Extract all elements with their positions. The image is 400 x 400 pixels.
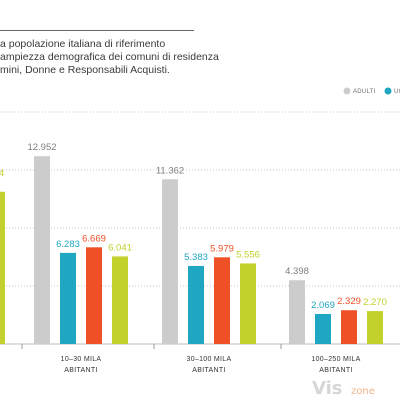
legend-marker-adulti — [343, 87, 351, 95]
category-label-1-line-1: 10–30 MILA — [61, 356, 102, 363]
data-label-group2-series2: 5.383 — [184, 252, 208, 263]
data-label-group1-series3: 6.669 — [82, 233, 106, 244]
watermark-logo-text: Vis — [312, 378, 343, 399]
data-label-group2-series1: 11.362 — [156, 165, 184, 176]
legend-label-uo: UO — [394, 89, 400, 95]
bar-group1-series1 — [34, 156, 50, 344]
bar-group1-series2 — [60, 252, 76, 344]
bar-partial-group — [0, 191, 5, 344]
category-label-3-line-2: ABITANTI — [319, 367, 352, 374]
data-label-group3-series2: 2.069 — [311, 300, 335, 311]
data-label-group1-series4: 6.041 — [108, 242, 132, 253]
data-label-group2-series4: 5.556 — [236, 249, 260, 260]
legend-marker-uo — [384, 87, 392, 95]
data-label-group2-series3: 5.979 — [210, 243, 234, 254]
header-rule — [0, 30, 194, 31]
legend-label-adulti: ADULTI — [353, 89, 376, 95]
category-label-2-line-1: 30–100 MILA — [187, 356, 232, 363]
bar-group3-series2 — [315, 313, 331, 344]
bar-group2-series2 — [188, 265, 204, 344]
bar-group2-series3 — [214, 257, 230, 344]
bar-group3-series3 — [341, 310, 357, 344]
category-label-2-line-2: ABITANTI — [192, 367, 225, 374]
data-label-partial-group: 4 — [0, 168, 4, 179]
data-label-group1-series2: 6.283 — [56, 239, 80, 250]
bar-group1-series4 — [112, 256, 128, 344]
watermark-zone-text: zone — [351, 386, 375, 397]
category-label-1-line-2: ABITANTI — [64, 367, 97, 374]
data-label-group3-series4: 2.270 — [363, 297, 387, 308]
description-line-3: mini, Donne e Responsabili Acquisti. — [0, 64, 170, 76]
bar-group3-series4 — [367, 311, 383, 344]
bar-group2-series4 — [240, 263, 256, 344]
description-line-2: ampiezza demografica dei comuni di resid… — [0, 51, 219, 63]
data-label-group1-series1: 12.952 — [27, 142, 56, 153]
data-label-group3-series3: 2.329 — [337, 296, 361, 307]
description-line-1: a popolazione italiana di riferimento — [0, 38, 166, 50]
bar-group1-series3 — [86, 247, 102, 344]
category-label-3-line-1: 100–250 MILA — [311, 356, 360, 363]
bar-group3-series1 — [289, 280, 305, 344]
bar-group2-series1 — [162, 179, 178, 344]
data-label-group3-series1: 4.398 — [285, 266, 309, 277]
